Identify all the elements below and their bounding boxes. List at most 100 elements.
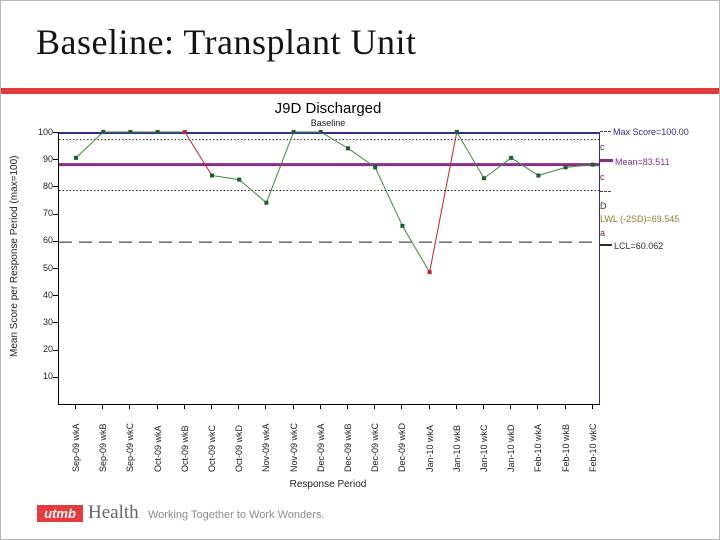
x-tick-mark <box>401 405 403 409</box>
y-tick-mark <box>53 240 58 242</box>
x-tick-label: Jan-10 wkC <box>479 424 489 472</box>
legend-item-label: LCL=60.062 <box>614 241 664 251</box>
slide-title: Baseline: Transplant Unit <box>36 22 417 62</box>
series-segment <box>510 157 539 176</box>
series-segment <box>184 131 213 176</box>
x-tick-label: Nov-09 wkC <box>288 422 299 472</box>
series-segment <box>238 179 267 204</box>
utmb-logo: utmb <box>37 505 83 522</box>
y-tick-mark <box>53 132 58 133</box>
y-axis-title: Mean Score per Response Period (max=100) <box>9 155 20 358</box>
legend-line-marker <box>600 159 613 162</box>
x-tick-label: Feb-10 wkB <box>560 423 571 472</box>
legend-item-label: Max Score=100.00 <box>613 127 689 137</box>
legend-item: LCL=60.062 <box>600 241 663 251</box>
title-divider-bar <box>1 88 719 94</box>
x-tick-mark <box>591 405 593 409</box>
data-point-marker <box>182 130 187 134</box>
x-tick-label: Sep-09 wkB <box>98 423 109 472</box>
legend-item: c <box>600 142 605 152</box>
data-point-marker <box>210 173 214 178</box>
y-tick-label: 90 <box>42 153 53 164</box>
series-segment <box>538 166 566 176</box>
x-tick-mark <box>75 405 76 409</box>
x-tick-mark <box>129 405 131 409</box>
x-tick-mark <box>211 405 212 409</box>
legend-line-marker <box>600 244 612 246</box>
chart-legend: Max Score=100.00 c Mean=83.511 c D LWL (-2SD)… <box>600 1 720 401</box>
x-tick-mark <box>564 405 566 409</box>
y-tick-mark <box>53 159 58 161</box>
x-tick-label: Dec-09 wkC <box>370 422 381 472</box>
y-tick-label: 80 <box>42 180 53 191</box>
legend-item: LWL (-2SD)=69.545 <box>600 214 679 224</box>
data-point-marker <box>264 200 269 205</box>
x-tick-mark <box>183 405 185 409</box>
legend-item-label: LWL (-2SD)=69.545 <box>600 214 680 224</box>
x-tick-mark <box>374 405 376 409</box>
legend-item-label: a <box>600 228 606 238</box>
legend-item: D <box>600 201 607 211</box>
data-point-marker <box>74 155 78 160</box>
x-tick-label: Dec-09 wkB <box>343 423 353 472</box>
x-tick-mark <box>537 405 539 409</box>
data-point-marker <box>482 176 486 181</box>
data-point-marker <box>291 130 296 134</box>
x-tick-label: Jan-10 wkA <box>424 424 435 472</box>
data-point-marker <box>373 165 378 170</box>
series-segment <box>429 131 458 273</box>
data-point-marker <box>563 165 568 170</box>
series-segment <box>374 167 403 227</box>
legend-line-marker <box>600 191 611 192</box>
utmb-logo-text: utmb <box>44 506 76 521</box>
y-tick-label: 50 <box>42 262 53 273</box>
legend-item: c <box>600 172 605 182</box>
x-tick-mark <box>265 405 267 409</box>
y-tick-mark <box>53 268 58 269</box>
x-tick-mark <box>510 405 512 409</box>
series-segment <box>211 175 240 181</box>
y-tick-label: 40 <box>42 289 53 300</box>
utmb-health-wordmark: Health <box>88 502 139 523</box>
legend-item: Max Score=100.00 <box>600 127 689 137</box>
x-tick-label: Feb-10 wkA <box>533 423 544 472</box>
footer-tagline: Working Together to Work Wonders. <box>148 509 325 521</box>
x-tick-label: Sep-09 wkA <box>71 423 81 472</box>
x-tick-label: Dec-09 wkD <box>397 422 408 472</box>
data-point-marker <box>155 130 160 134</box>
legend-item: a <box>600 228 605 238</box>
series-segment <box>401 225 431 273</box>
chart-subtitle: Baseline <box>310 118 346 128</box>
x-tick-label: Jan-10 wkB <box>451 424 462 472</box>
x-tick-label: Jan-10 wkD <box>506 424 517 472</box>
data-point-marker <box>101 130 106 134</box>
legend-item: Mean=83.511 <box>600 157 670 167</box>
series-segment <box>565 164 593 168</box>
data-point-marker <box>509 155 514 160</box>
plot-area <box>58 130 600 405</box>
legend-item-label: D <box>600 201 607 211</box>
y-tick-mark <box>53 213 58 215</box>
data-point-marker <box>237 177 242 182</box>
y-tick-label: 30 <box>42 316 53 327</box>
series-segment <box>456 131 485 179</box>
legend-item-label: c <box>600 142 605 152</box>
series-segment <box>75 131 104 159</box>
x-tick-label: Feb-10 wkC <box>587 423 598 472</box>
x-tick-label: Dec-09 wkA <box>315 423 326 472</box>
x-axis-title: Response Period <box>289 479 367 490</box>
x-tick-mark <box>428 405 430 409</box>
y-tick-label: 10 <box>42 371 53 382</box>
data-point-marker <box>427 270 432 275</box>
y-tick-mark <box>53 186 58 188</box>
x-tick-mark <box>156 405 158 409</box>
data-point-marker <box>536 173 541 178</box>
data-point-marker <box>128 130 133 134</box>
data-point-marker <box>590 162 595 167</box>
series-segment <box>265 131 295 203</box>
x-tick-label: Oct-09 wkA <box>152 425 163 472</box>
y-tick-mark <box>53 295 58 297</box>
data-point-marker <box>346 146 350 151</box>
x-tick-mark <box>292 405 294 409</box>
data-point-marker <box>318 130 323 134</box>
